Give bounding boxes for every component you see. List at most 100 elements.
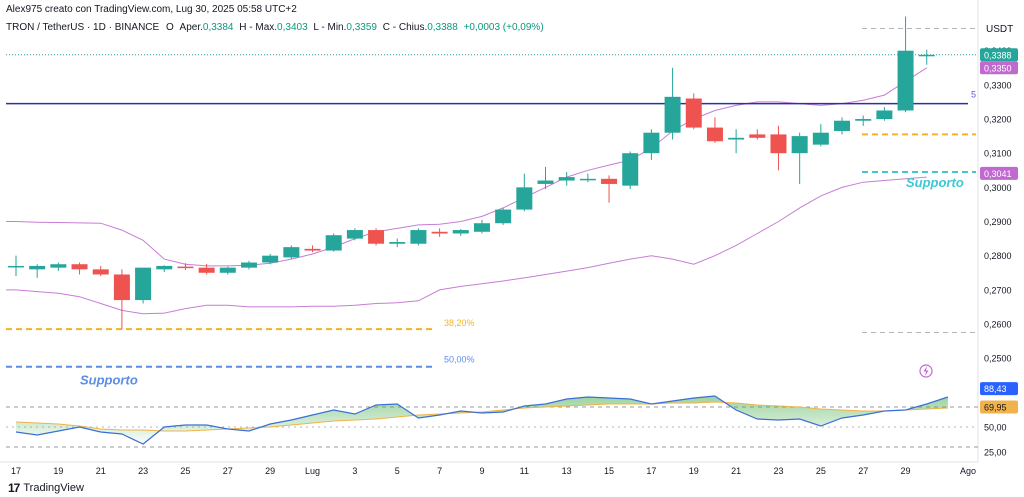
bollinger-bands (5, 67, 927, 315)
candle-body (8, 265, 24, 268)
candle-body (749, 134, 766, 138)
lightning-glyph (923, 366, 929, 376)
rsi-fill (16, 396, 948, 444)
price-tick-label: 0,2500 (984, 354, 1012, 364)
time-tick-label: 19 (689, 466, 699, 476)
grid (6, 0, 979, 462)
rsi-tick-label: 50,00 (984, 423, 1007, 433)
fib-level-label: 38,20% (444, 318, 475, 328)
candle-body (622, 153, 639, 186)
candle-body (855, 119, 872, 121)
candle-body (304, 248, 321, 251)
price-label-badge (980, 61, 1018, 75)
author-caption: Alex975 creato con TradingView.com, Lug … (6, 4, 297, 15)
time-tick-label: 5 (395, 466, 400, 476)
candle-body (897, 50, 914, 111)
open-key: Aper. (179, 22, 203, 33)
time-tick-label: 15 (604, 466, 614, 476)
time-tick-label: 23 (773, 466, 783, 476)
time-tick-label: 25 (816, 466, 826, 476)
candle-body (346, 230, 363, 239)
candle-body (389, 242, 406, 244)
candle-body (219, 267, 236, 273)
price-tick-label: 0,2900 (984, 217, 1012, 227)
candle-body (495, 209, 512, 224)
tv-logo-icon: 17 (8, 481, 20, 495)
time-tick-label: 27 (858, 466, 868, 476)
time-tick-label: 3 (352, 466, 357, 476)
rsi-ma-line (15, 401, 948, 432)
price-labels: 0,3388 0,3350 0,3041 88,43 69,95 (980, 48, 1018, 414)
candle-body (452, 230, 469, 234)
price-label-text: 0,3041 (984, 169, 1012, 179)
candle-body (537, 180, 554, 184)
edge-mark-label: 5 (971, 90, 976, 100)
candle-body (728, 137, 745, 140)
open-value: 0,3384 (202, 22, 234, 33)
time-tick-label: Ago (960, 466, 976, 476)
candle-body (177, 266, 194, 269)
candle-body (198, 267, 215, 273)
time-tick-label: 9 (479, 466, 484, 476)
candle-body (50, 264, 67, 268)
candle-body (325, 235, 342, 251)
candle-body (791, 136, 808, 154)
candle-body (643, 132, 660, 154)
price-tick-label: 0,2800 (984, 251, 1012, 261)
support-left-label: Supporto (80, 373, 138, 388)
time-tick-label: 23 (138, 466, 148, 476)
close-key: C - Chius. (382, 22, 428, 33)
rsi-value-text: 88,43 (984, 384, 1007, 394)
candle-body (135, 267, 152, 301)
candle-body (918, 54, 935, 57)
candle-body (156, 265, 173, 270)
low-key: L - Min. (313, 22, 347, 33)
rsi-panel (6, 364, 978, 448)
time-tick-label: 7 (437, 466, 442, 476)
candle-body (516, 187, 533, 210)
price-tick-label: 0,3000 (984, 183, 1012, 193)
price-tick-label: 0,3200 (984, 115, 1012, 125)
price-label-badge (980, 48, 1018, 62)
currency-label: USDT (986, 24, 1014, 35)
change-value: +0,0003 (+0,09%) (463, 22, 544, 33)
time-tick-label: 25 (180, 466, 190, 476)
tradingview-logo[interactable]: 17 TradingView (8, 481, 84, 495)
price-tick-label: 0,3100 (984, 149, 1012, 159)
price-tick-label: 0,3300 (984, 80, 1012, 90)
candle-body (92, 269, 109, 275)
candle-body (29, 265, 46, 270)
candle-body (601, 178, 618, 184)
candle-body (834, 120, 851, 131)
fib-level-label: 50,00% (444, 355, 475, 365)
candle-body (262, 255, 279, 263)
price-label-text: 0,3350 (984, 63, 1012, 73)
candle-body (770, 134, 787, 154)
high-value: 0,3403 (277, 22, 308, 33)
time-tick-label: 19 (53, 466, 63, 476)
time-tick-label: 21 (731, 466, 741, 476)
support-right-label: Supporto (906, 175, 964, 190)
time-tick-label: Lug (305, 466, 320, 476)
price-tick-label: 0,2700 (984, 285, 1012, 295)
levels: 5 38,20% 50,00% Supporto Supporto (6, 27, 976, 388)
candle-body (71, 264, 88, 270)
brand-label: TradingView (23, 482, 84, 494)
candle-body (685, 98, 702, 128)
open-label: O (165, 22, 174, 33)
candle-body (473, 223, 490, 232)
time-tick-label: 17 (11, 466, 21, 476)
bollinger-lower-line (5, 176, 927, 315)
candle-body (410, 230, 427, 244)
rsi-ma-text: 69,95 (984, 403, 1007, 413)
time-tick-label: 29 (901, 466, 911, 476)
candle-body (113, 274, 130, 301)
candle-body (664, 96, 681, 133)
candles (8, 16, 935, 330)
symbol-label: TRON / TetherUS · 1D · BINANCE (6, 22, 160, 33)
candle-body (876, 110, 893, 120)
time-tick-label: 13 (562, 466, 572, 476)
candle-body (558, 177, 575, 181)
candle-body (368, 230, 385, 244)
